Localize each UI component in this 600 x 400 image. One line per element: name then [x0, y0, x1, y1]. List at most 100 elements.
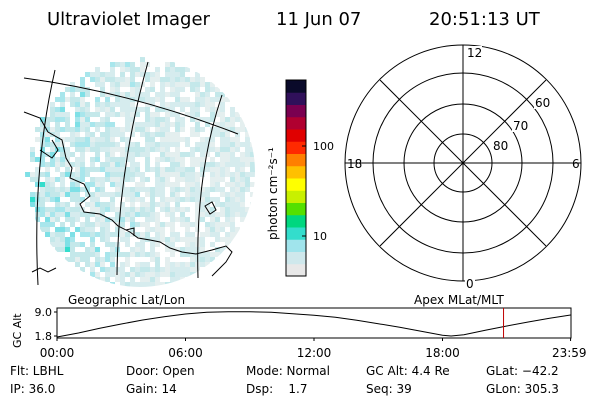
image-pixel	[90, 137, 95, 142]
image-pixel	[215, 172, 220, 177]
image-pixel	[175, 277, 180, 282]
image-pixel	[50, 182, 55, 187]
image-pixel	[90, 112, 95, 117]
image-pixel	[35, 127, 40, 132]
image-pixel	[55, 232, 60, 237]
image-pixel	[180, 152, 185, 157]
image-pixel	[220, 162, 225, 167]
image-pixel	[195, 112, 200, 117]
image-pixel	[165, 72, 170, 77]
image-pixel	[230, 107, 235, 112]
image-pixel	[40, 162, 45, 167]
image-pixel	[185, 77, 190, 82]
image-pixel	[70, 102, 75, 107]
image-pixel	[225, 97, 230, 102]
status-door: Door: Open	[126, 364, 195, 378]
image-pixel	[75, 97, 80, 102]
image-pixel	[170, 162, 175, 167]
image-pixel	[45, 187, 50, 192]
image-pixel	[175, 172, 180, 177]
image-pixel	[110, 257, 115, 262]
image-pixel	[75, 202, 80, 207]
image-pixel	[220, 127, 225, 132]
image-pixel	[175, 182, 180, 187]
image-pixel	[130, 202, 135, 207]
image-pixel	[95, 157, 100, 162]
image-pixel	[110, 207, 115, 212]
image-pixel	[235, 202, 240, 207]
image-pixel	[240, 172, 245, 177]
image-pixel	[170, 157, 175, 162]
image-pixel	[225, 162, 230, 167]
image-pixel	[220, 102, 225, 107]
image-pixel	[125, 272, 130, 277]
image-pixel	[185, 142, 190, 147]
image-pixel	[150, 117, 155, 122]
image-pixel	[35, 157, 40, 162]
image-pixel	[75, 127, 80, 132]
image-pixel	[220, 227, 225, 232]
image-pixel	[110, 82, 115, 87]
image-pixel	[200, 162, 205, 167]
image-pixel	[215, 222, 220, 227]
image-pixel	[55, 167, 60, 172]
image-pixel	[245, 177, 250, 182]
image-pixel	[80, 152, 85, 157]
image-pixel	[155, 97, 160, 102]
image-pixel	[190, 132, 195, 137]
image-pixel	[215, 212, 220, 217]
image-pixel	[145, 212, 150, 217]
image-pixel	[175, 117, 180, 122]
image-pixel	[250, 152, 255, 157]
image-pixel	[245, 147, 250, 152]
image-pixel	[80, 127, 85, 132]
image-pixel	[110, 177, 115, 182]
image-pixel	[150, 97, 155, 102]
image-pixel	[215, 92, 220, 97]
image-pixel	[80, 197, 85, 202]
image-pixel	[100, 187, 105, 192]
mlat-label-70: 70	[513, 119, 528, 133]
image-pixel	[85, 92, 90, 97]
image-pixel	[180, 67, 185, 72]
image-pixel	[120, 92, 125, 97]
image-pixel	[165, 92, 170, 97]
image-pixel	[200, 77, 205, 82]
image-pixel	[155, 217, 160, 222]
image-pixel	[215, 227, 220, 232]
image-pixel	[170, 112, 175, 117]
altitude-plot-frame	[56, 307, 572, 339]
image-pixel	[230, 232, 235, 237]
image-pixel	[195, 217, 200, 222]
image-pixel	[115, 192, 120, 197]
image-pixel	[175, 157, 180, 162]
image-pixel	[195, 142, 200, 147]
image-pixel	[150, 82, 155, 87]
image-pixel	[180, 247, 185, 252]
image-pixel	[245, 152, 250, 157]
image-pixel	[195, 182, 200, 187]
image-pixel	[170, 247, 175, 252]
image-pixel	[210, 217, 215, 222]
image-pixel	[235, 137, 240, 142]
image-pixel	[240, 187, 245, 192]
image-pixel	[65, 202, 70, 207]
polar-diagonal	[379, 79, 547, 247]
geo-map-label: Geographic Lat/Lon	[68, 293, 185, 307]
image-pixel	[225, 232, 230, 237]
image-pixel	[100, 77, 105, 82]
image-pixel	[80, 137, 85, 142]
image-pixel	[110, 202, 115, 207]
image-pixel	[145, 162, 150, 167]
image-pixel	[155, 242, 160, 247]
image-pixel	[170, 217, 175, 222]
image-pixel	[150, 167, 155, 172]
image-pixel	[165, 77, 170, 82]
image-pixel	[55, 97, 60, 102]
image-pixel	[40, 157, 45, 162]
image-pixel	[150, 137, 155, 142]
colorbar-cell	[286, 141, 306, 154]
image-pixel	[215, 187, 220, 192]
image-pixel	[230, 227, 235, 232]
image-pixel	[205, 227, 210, 232]
